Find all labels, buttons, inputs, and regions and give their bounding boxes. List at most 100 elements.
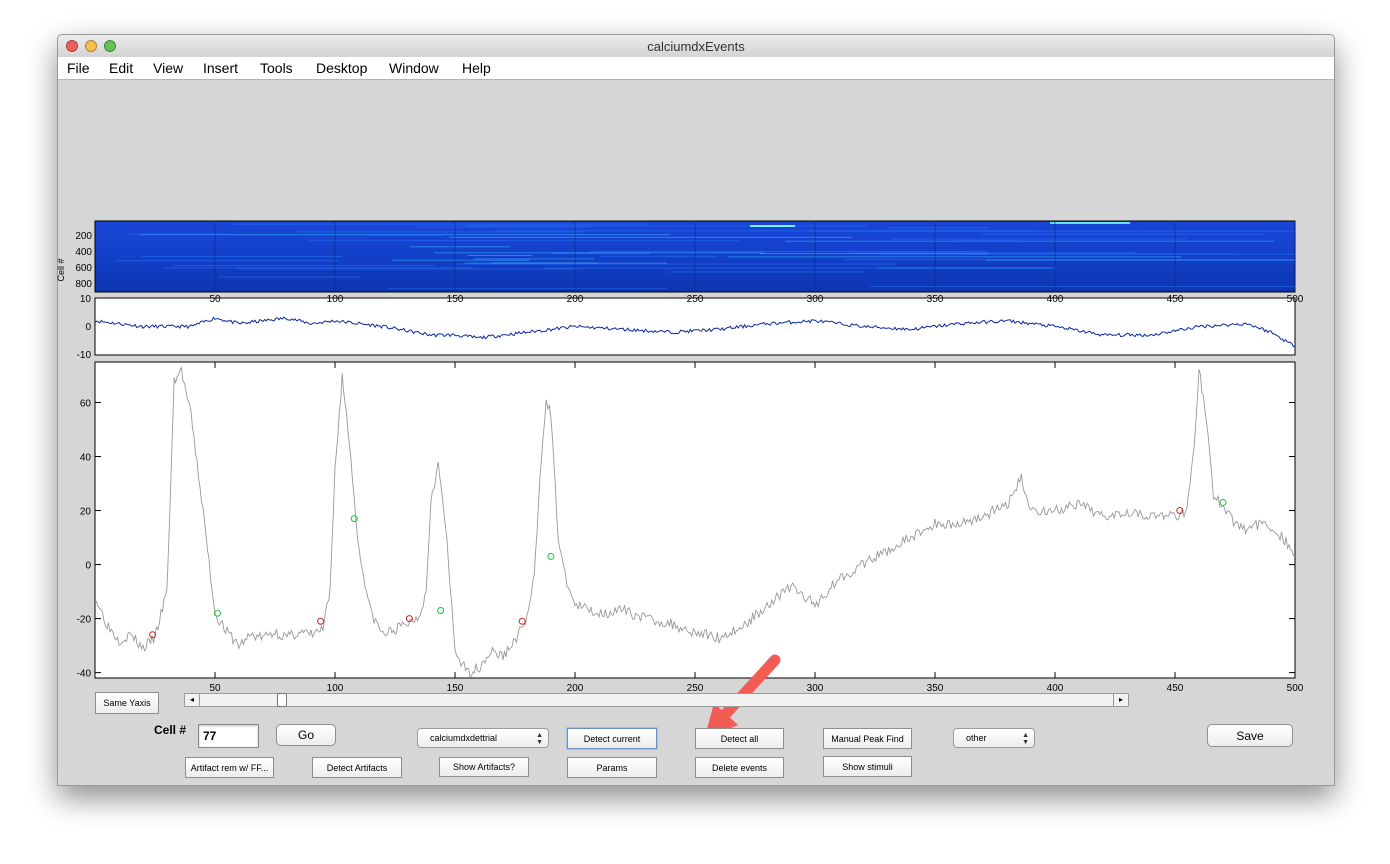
heatmap-stripe bbox=[296, 231, 582, 233]
menu-tools[interactable]: Tools bbox=[260, 60, 293, 76]
heatmap-stripe bbox=[887, 227, 990, 229]
detect-artifacts-button[interactable]: Detect Artifacts bbox=[312, 757, 402, 778]
go-button[interactable]: Go bbox=[276, 724, 336, 746]
show-artifacts-button[interactable]: Show Artifacts? bbox=[439, 757, 529, 777]
heatmap-stripe bbox=[466, 225, 867, 227]
heatmap-stripe bbox=[410, 246, 510, 248]
heatmap-stripe bbox=[217, 276, 361, 278]
artifact-removal-button[interactable]: Artifact rem w/ FF... bbox=[185, 757, 274, 778]
event-onset-marker[interactable] bbox=[149, 631, 157, 639]
heatmap-stripe bbox=[890, 238, 1187, 240]
heatmap-ytick: 200 bbox=[75, 231, 92, 242]
event-onset-marker[interactable] bbox=[518, 617, 526, 625]
window-title: calciumdxEvents bbox=[647, 39, 745, 54]
x-tick-label: 350 bbox=[927, 683, 944, 694]
menu-view[interactable]: View bbox=[153, 60, 184, 76]
x-tick-label: 50 bbox=[209, 683, 221, 694]
x-tick-label: 200 bbox=[567, 683, 584, 694]
heatmap-x-tick-label: 350 bbox=[927, 294, 944, 305]
menu-bar: File Edit View Insert Tools Desktop Wind… bbox=[58, 57, 1334, 80]
scroll-right-arrow[interactable]: ▸ bbox=[1113, 694, 1128, 706]
main-trace-line bbox=[94, 366, 1296, 678]
heatmap-highlight bbox=[750, 225, 795, 227]
menu-file[interactable]: File bbox=[67, 60, 90, 76]
x-tick-label: 500 bbox=[1287, 683, 1304, 694]
y-tick-label: -20 bbox=[77, 615, 92, 626]
heatmap-stripe bbox=[116, 260, 339, 262]
scroll-thumb[interactable] bbox=[277, 693, 287, 707]
mean-trace-axes: 50 100 150 200 250 300 350 400 450 500 10 0 -10 bbox=[77, 221, 1304, 361]
y-tick-label: 60 bbox=[80, 399, 92, 410]
y-tick-label: 40 bbox=[80, 453, 92, 464]
scroll-left-arrow[interactable]: ◂ bbox=[185, 694, 200, 706]
detect-all-button[interactable]: Detect all bbox=[695, 728, 784, 749]
params-button[interactable]: Params bbox=[567, 757, 657, 778]
heatmap-stripe bbox=[982, 233, 1265, 235]
heatmap-stripe bbox=[234, 223, 648, 225]
method-select[interactable]: calciumdxdettrial ▲ ▼ bbox=[417, 728, 549, 748]
x-tick-label: 300 bbox=[807, 683, 824, 694]
heatmap-stripe bbox=[456, 263, 897, 265]
minimize-button[interactable] bbox=[85, 40, 97, 52]
heatmap-ytick: 400 bbox=[75, 247, 92, 258]
delete-events-button[interactable]: Delete events bbox=[695, 757, 784, 778]
heatmap-stripe bbox=[449, 236, 853, 238]
heatmap-stripe bbox=[670, 271, 865, 273]
menu-insert[interactable]: Insert bbox=[203, 60, 239, 76]
heatmap-stripe bbox=[543, 267, 1058, 269]
x-tick-label: 150 bbox=[447, 683, 464, 694]
heatmap-stripe bbox=[492, 262, 597, 264]
x-scroll-slider[interactable]: ◂ ▸ bbox=[184, 693, 1129, 707]
heatmap-stripe bbox=[849, 252, 1135, 254]
same-yaxis-button[interactable]: Same Yaxis bbox=[95, 692, 159, 714]
heatmap-stripe bbox=[727, 256, 1182, 258]
x-tick-label: 250 bbox=[687, 683, 704, 694]
detect-current-button[interactable]: Detect current bbox=[567, 728, 657, 749]
heatmap-stripe bbox=[468, 254, 533, 256]
heatmap-stripe bbox=[869, 285, 1295, 287]
x-tick-label: 450 bbox=[1167, 683, 1184, 694]
heatmap-stripe bbox=[392, 259, 530, 261]
cell-number-input[interactable]: 77 bbox=[198, 724, 259, 748]
heatmap-x-tick-label: 300 bbox=[807, 294, 824, 305]
menu-desktop[interactable]: Desktop bbox=[316, 60, 368, 76]
event-offset-marker[interactable] bbox=[437, 606, 445, 614]
event-offset-marker[interactable] bbox=[213, 609, 221, 617]
heatmap-stripe bbox=[494, 230, 1033, 232]
heatmap-stripe bbox=[434, 252, 765, 254]
chevron-updown-icon: ▲ ▼ bbox=[1022, 732, 1029, 746]
heatmap-stripe bbox=[140, 234, 670, 236]
heatmap-stripe bbox=[387, 287, 667, 289]
event-offset-marker[interactable] bbox=[1219, 498, 1227, 506]
heatmap-stripe bbox=[985, 259, 1295, 261]
event-onset-marker[interactable] bbox=[1176, 507, 1184, 515]
y-tick-label: -40 bbox=[77, 669, 92, 680]
menu-window[interactable]: Window bbox=[389, 60, 439, 76]
heatmap-stripe bbox=[808, 230, 1295, 232]
heatmap-stripe bbox=[128, 233, 230, 235]
menu-edit[interactable]: Edit bbox=[109, 60, 134, 76]
chevron-updown-icon: ▲ ▼ bbox=[536, 732, 543, 746]
save-button[interactable]: Save bbox=[1207, 724, 1293, 747]
heatmap-x-tick-label: 150 bbox=[447, 294, 464, 305]
heatmap-ytick: 800 bbox=[75, 279, 92, 290]
event-offset-marker[interactable] bbox=[547, 552, 555, 560]
show-stimuli-button[interactable]: Show stimuli bbox=[823, 756, 912, 777]
heatmap-stripe bbox=[474, 258, 595, 260]
manual-peak-find-button[interactable]: Manual Peak Find bbox=[823, 728, 912, 749]
other-select[interactable]: other ▲ ▼ bbox=[953, 728, 1035, 748]
zoom-button[interactable] bbox=[104, 40, 116, 52]
heatmap-x-tick-label: 500 bbox=[1287, 294, 1304, 305]
close-button[interactable] bbox=[66, 40, 78, 52]
heatmap-stripe bbox=[955, 240, 1020, 242]
heatmap-stripe bbox=[784, 240, 1275, 242]
event-onset-marker[interactable] bbox=[317, 617, 325, 625]
event-offset-marker[interactable] bbox=[350, 515, 358, 523]
heatmap-stripe bbox=[237, 268, 578, 270]
method-select-value: calciumdxdettrial bbox=[430, 733, 498, 743]
event-onset-marker[interactable] bbox=[405, 615, 413, 623]
y-tick-label: 20 bbox=[80, 507, 92, 518]
heatmap-x-tick-label: 450 bbox=[1167, 294, 1184, 305]
menu-help[interactable]: Help bbox=[462, 60, 491, 76]
